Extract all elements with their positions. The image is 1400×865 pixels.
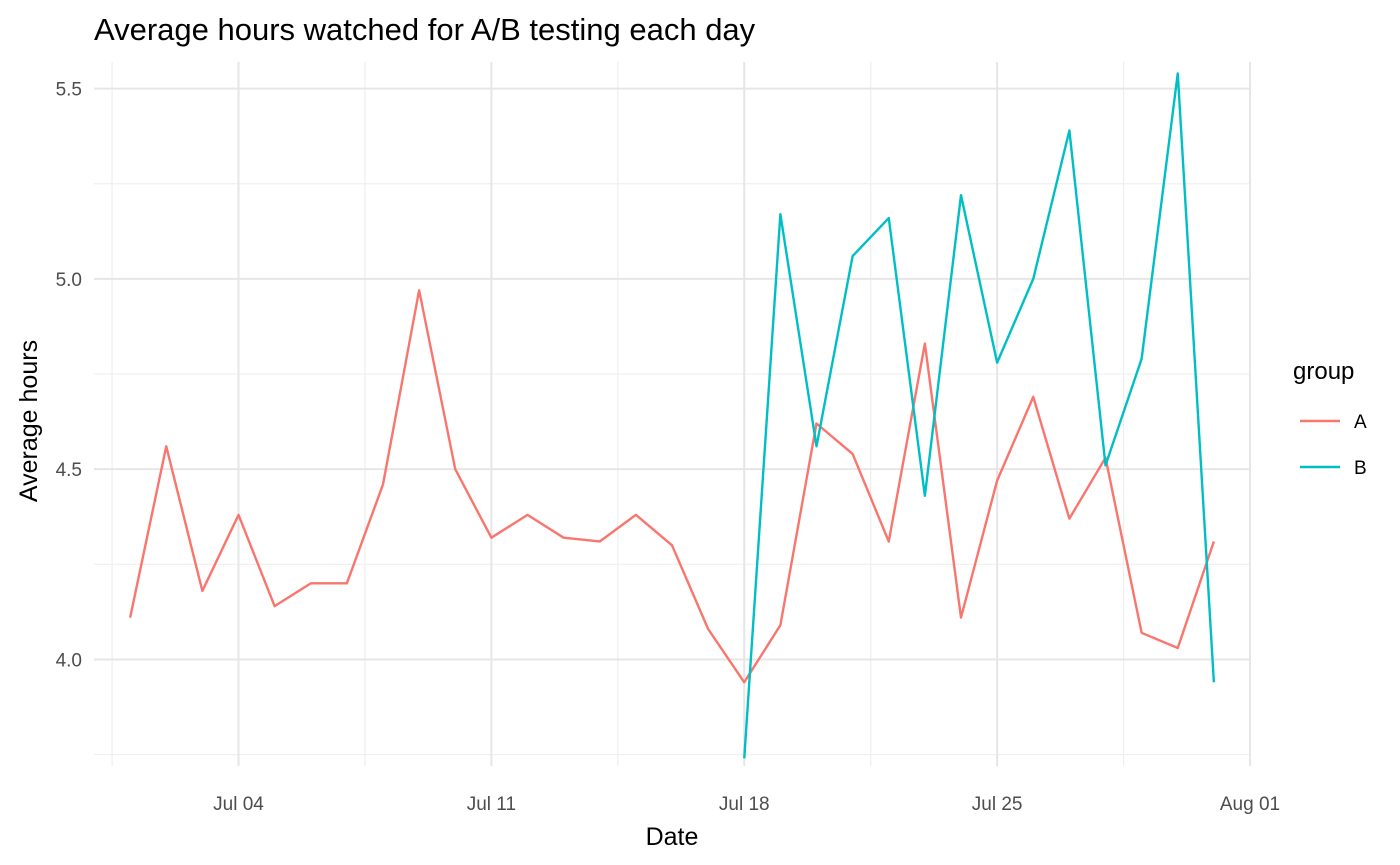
legend-label-b: B <box>1354 458 1367 479</box>
legend-label-a: A <box>1354 412 1367 433</box>
x-axis-title: Date <box>646 823 699 851</box>
y-tick-label: 5.5 <box>56 80 82 101</box>
y-axis-title: Average hours <box>15 340 43 502</box>
y-tick-label: 4.0 <box>56 650 82 671</box>
x-tick-label: Jul 11 <box>467 794 516 815</box>
series-lines <box>128 72 1216 759</box>
legend: group AB <box>1293 358 1367 479</box>
legend-title: group <box>1293 358 1354 385</box>
x-tick-label: Aug 01 <box>1220 794 1280 815</box>
x-tick-label: Jul 04 <box>213 794 264 815</box>
x-tick-label: Jul 25 <box>972 794 1023 815</box>
y-tick-label: 4.5 <box>56 460 82 481</box>
x-tick-label: Jul 18 <box>719 794 770 815</box>
y-tick-label: 5.0 <box>56 270 82 291</box>
series-line-b <box>743 72 1216 759</box>
chart-title: Average hours watched for A/B testing ea… <box>94 12 756 47</box>
series-line-a <box>128 289 1216 684</box>
x-axis-tick-labels: Jul 04 Jul 11 Jul 18 Jul 25 Aug 01 <box>213 794 1280 815</box>
y-axis-tick-labels: 4.0 4.5 5.0 5.5 <box>56 80 82 672</box>
legend-items: AB <box>1300 412 1367 479</box>
grid <box>94 62 1251 766</box>
